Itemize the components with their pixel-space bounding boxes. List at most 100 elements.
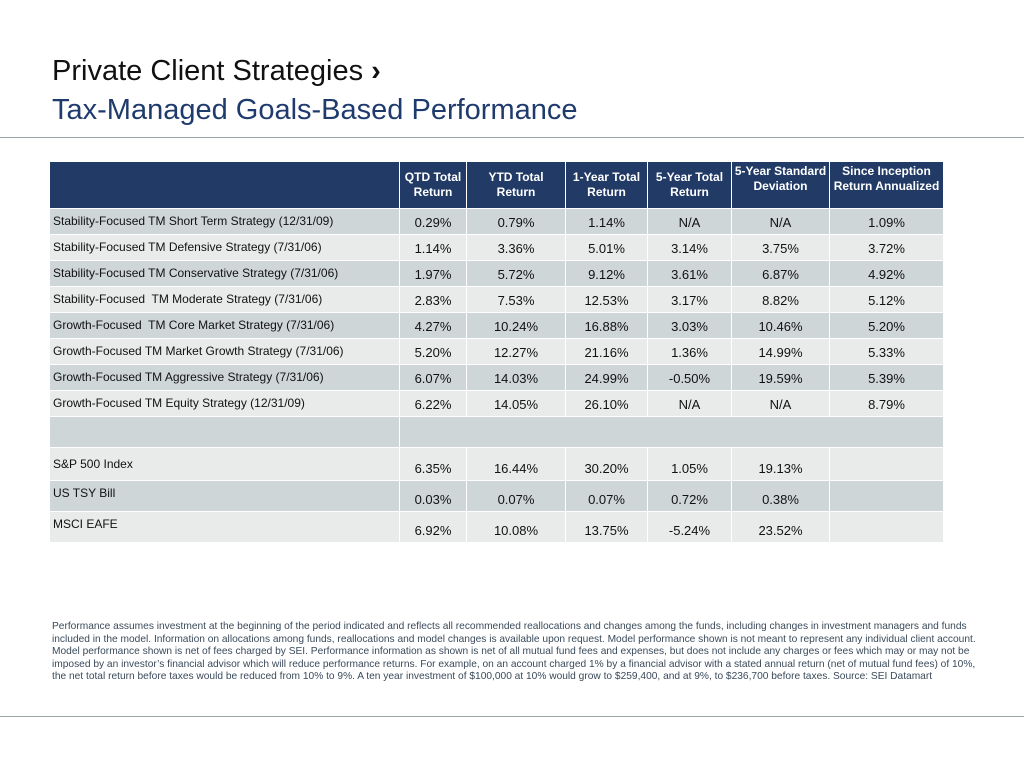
page-subtitle: Tax-Managed Goals-Based Performance [52, 94, 578, 126]
table-cell: 3.14% [647, 234, 731, 260]
header-blank-cell [50, 162, 399, 208]
table-row: Stability-Focused TM Conservative Strate… [50, 260, 943, 286]
table-cell: 1.14% [399, 234, 466, 260]
table-cell: 19.59% [731, 364, 829, 390]
table-header-row: QTD Total Return YTD Total Return 1-Year… [50, 162, 943, 208]
table-cell: 12.27% [466, 338, 565, 364]
table-cell: 5.72% [466, 260, 565, 286]
table-cell: -0.50% [647, 364, 731, 390]
table-cell: 19.13% [731, 447, 829, 480]
table-cell: 4.92% [829, 260, 943, 286]
table-cell: 14.05% [466, 390, 565, 416]
table-cell: 13.75% [565, 511, 647, 542]
performance-table: QTD Total Return YTD Total Return 1-Year… [50, 162, 943, 542]
row-label: Stability-Focused TM Short Term Strategy… [50, 208, 399, 234]
table-cell: 1.97% [399, 260, 466, 286]
table-cell: N/A [731, 390, 829, 416]
table-cell: 6.87% [731, 260, 829, 286]
table-cell: 3.61% [647, 260, 731, 286]
table-cell: -5.24% [647, 511, 731, 542]
column-header: YTD Total Return [466, 162, 565, 208]
row-label: US TSY Bill [50, 480, 399, 511]
table-cell: 3.36% [466, 234, 565, 260]
row-label: Stability-Focused TM Conservative Strate… [50, 260, 399, 286]
table-cell: 0.38% [731, 480, 829, 511]
table-row: Stability-Focused TM Moderate Strategy (… [50, 286, 943, 312]
table-cell: N/A [731, 208, 829, 234]
table-row: Growth-Focused TM Core Market Strategy (… [50, 312, 943, 338]
table-cell: 16.88% [565, 312, 647, 338]
spacer-cell [50, 416, 399, 447]
table-cell: 1.05% [647, 447, 731, 480]
table-cell: 21.16% [565, 338, 647, 364]
table-cell: 3.17% [647, 286, 731, 312]
table-cell: 5.01% [565, 234, 647, 260]
spacer-cell [399, 416, 943, 447]
table-cell: 6.92% [399, 511, 466, 542]
row-label: Stability-Focused TM Defensive Strategy … [50, 234, 399, 260]
table-cell: 5.39% [829, 364, 943, 390]
page-title: Private Client Strategies › [52, 52, 381, 90]
table-row: US TSY Bill 0.03% 0.07% 0.07% 0.72% 0.38… [50, 480, 943, 511]
table-cell: 6.35% [399, 447, 466, 480]
table-cell: 3.72% [829, 234, 943, 260]
row-label: Growth-Focused TM Aggressive Strategy (7… [50, 364, 399, 390]
table-row: Growth-Focused TM Equity Strategy (12/31… [50, 390, 943, 416]
table-cell: 1.14% [565, 208, 647, 234]
table-row: S&P 500 Index 6.35% 16.44% 30.20% 1.05% … [50, 447, 943, 480]
table-cell: 10.24% [466, 312, 565, 338]
row-label: Growth-Focused TM Core Market Strategy (… [50, 312, 399, 338]
table-cell: 6.07% [399, 364, 466, 390]
table-cell: 24.99% [565, 364, 647, 390]
table-cell: 8.79% [829, 390, 943, 416]
table-cell: 6.22% [399, 390, 466, 416]
table-cell: 2.83% [399, 286, 466, 312]
table-row: MSCI EAFE 6.92% 10.08% 13.75% -5.24% 23.… [50, 511, 943, 542]
table-cell: 0.07% [466, 480, 565, 511]
table-cell: 10.46% [731, 312, 829, 338]
disclosure-footnote: Performance assumes investment at the be… [52, 621, 976, 683]
table-cell: 26.10% [565, 390, 647, 416]
column-header: 1-Year Total Return [565, 162, 647, 208]
table-cell: 9.12% [565, 260, 647, 286]
table-row: Growth-Focused TM Market Growth Strategy… [50, 338, 943, 364]
row-label: Growth-Focused TM Equity Strategy (12/31… [50, 390, 399, 416]
table-cell: 5.20% [399, 338, 466, 364]
table-cell: N/A [647, 208, 731, 234]
column-header: 5-Year Total Return [647, 162, 731, 208]
table-row: Stability-Focused TM Short Term Strategy… [50, 208, 943, 234]
table-cell: 0.72% [647, 480, 731, 511]
table-cell: 0.29% [399, 208, 466, 234]
table-cell: 3.03% [647, 312, 731, 338]
table-cell: 23.52% [731, 511, 829, 542]
table-cell: N/A [647, 390, 731, 416]
table-cell [829, 447, 943, 480]
table-cell: 3.75% [731, 234, 829, 260]
table-cell: 5.12% [829, 286, 943, 312]
table-cell: 8.82% [731, 286, 829, 312]
page-title-text: Private Client Strategies [52, 55, 364, 87]
table-cell: 4.27% [399, 312, 466, 338]
header-divider [0, 137, 1024, 138]
table-cell: 10.08% [466, 511, 565, 542]
table-cell: 5.33% [829, 338, 943, 364]
table-cell: 7.53% [466, 286, 565, 312]
column-header: 5-Year Standard Deviation [731, 162, 829, 208]
table-cell [829, 511, 943, 542]
table-cell: 1.09% [829, 208, 943, 234]
table-cell: 14.03% [466, 364, 565, 390]
chevron-right-icon: › [371, 55, 381, 87]
column-header: QTD Total Return [399, 162, 466, 208]
table-cell: 30.20% [565, 447, 647, 480]
table-cell: 0.07% [565, 480, 647, 511]
table-row: Growth-Focused TM Aggressive Strategy (7… [50, 364, 943, 390]
row-label: Growth-Focused TM Market Growth Strategy… [50, 338, 399, 364]
footer-divider [0, 716, 1024, 717]
table-cell: 16.44% [466, 447, 565, 480]
table-cell: 0.79% [466, 208, 565, 234]
table-cell: 12.53% [565, 286, 647, 312]
table-cell: 14.99% [731, 338, 829, 364]
table-cell: 0.03% [399, 480, 466, 511]
row-label: S&P 500 Index [50, 447, 399, 480]
table-cell [829, 480, 943, 511]
